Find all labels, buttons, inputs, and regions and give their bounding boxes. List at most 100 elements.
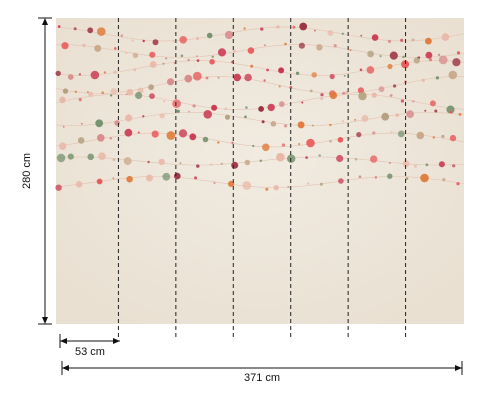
garland-dot [192,71,202,81]
garland-dot [378,86,385,93]
garland-dot [358,175,362,178]
garland-dot [244,115,247,119]
garland-dot [389,161,391,164]
garland-dot [203,110,212,119]
garland-dot [67,153,74,160]
garland-dot [149,51,156,58]
garland-dot [152,39,159,46]
garland-dot [96,178,103,185]
garland-dot [458,113,462,116]
garland-dot [387,173,393,179]
garland-dot [435,76,439,80]
garland-dot [343,74,346,77]
garland-dot [276,25,280,29]
garland-dot [114,47,117,50]
garland-dot [59,142,67,150]
garland-dot [57,25,61,28]
garland-dot [432,136,435,139]
garland-dot [94,44,102,52]
garland-dot [125,114,133,122]
garland-dot [189,133,197,141]
garland-dot [179,36,187,44]
garland-dot [61,42,69,50]
garland-dot [276,152,285,162]
garland-string [55,176,465,188]
garland-dot [217,141,220,144]
garland-dot [233,73,241,82]
garland-dot [172,99,182,109]
garland-dot [448,70,458,80]
garland-dot [55,184,62,191]
garland-dot [245,106,248,109]
garland-dot [146,174,153,182]
garland-dot [341,120,344,123]
panel-width-dimension: 53 cm [59,334,120,358]
garland-dot [135,91,143,100]
garland-dot [164,57,168,60]
height-dimension: 280 cm [21,17,52,325]
garland-dot [292,25,296,29]
garland-dot [125,93,128,96]
garland-string [55,26,465,42]
garland-dot [329,140,332,143]
garland-dot [395,113,399,117]
garland-dot [425,37,432,45]
garland-dot [329,123,332,127]
garland-dot [389,94,393,97]
garland-dot [387,39,392,44]
garland-dot [402,160,410,168]
garland-dot [441,33,450,41]
garland-dot [244,73,252,82]
garland-dot [110,88,117,95]
garland-dot [412,100,415,103]
garland-dot [273,185,279,191]
garland-dot [311,72,318,78]
garland-dot [176,109,180,113]
garland-dot [261,120,265,124]
garland-dot [456,182,460,186]
garland-dot [333,44,337,48]
garland-dot [77,137,85,144]
garland-dot [327,30,334,36]
garland-dot [179,162,182,165]
garland-dot [309,89,313,93]
garland-dot [88,91,94,97]
garland-dot [158,158,165,166]
garland-dot [420,173,429,183]
garland-dot [112,177,115,180]
garland-dot [437,53,441,57]
garland-dot [456,51,461,55]
total-width-dimension: 371 cm [61,361,463,384]
garland-dot [429,100,436,107]
garland-dot [416,131,425,140]
garland-dot [166,131,176,140]
garland-dot [359,68,363,72]
garland-dot [318,154,321,157]
garland-dot [132,52,139,59]
garland-dot [316,44,323,51]
garland-dot [349,49,352,52]
garland-dot [82,43,86,48]
garland-dot [74,90,78,94]
garland-dot [224,30,234,40]
garland-dot [180,54,184,58]
garland-dot [147,160,150,164]
garland-dot [194,176,198,180]
garland-dot [397,130,405,138]
garland-dot [442,178,446,182]
garland-dot [263,79,266,82]
garland-dot [307,182,310,185]
garland-string [55,132,465,148]
garland-dot [263,44,266,47]
garland-dot [329,73,335,80]
garland-dot [90,70,100,80]
garland-dot [265,187,269,191]
garland-dot [80,122,83,125]
garland-dot [299,22,308,31]
garland-dot [159,113,165,119]
garland-dot [211,104,218,111]
garland-dot [137,131,140,134]
garland-dot [449,134,457,142]
garland-dot [231,161,239,169]
garland-dot [278,67,285,74]
